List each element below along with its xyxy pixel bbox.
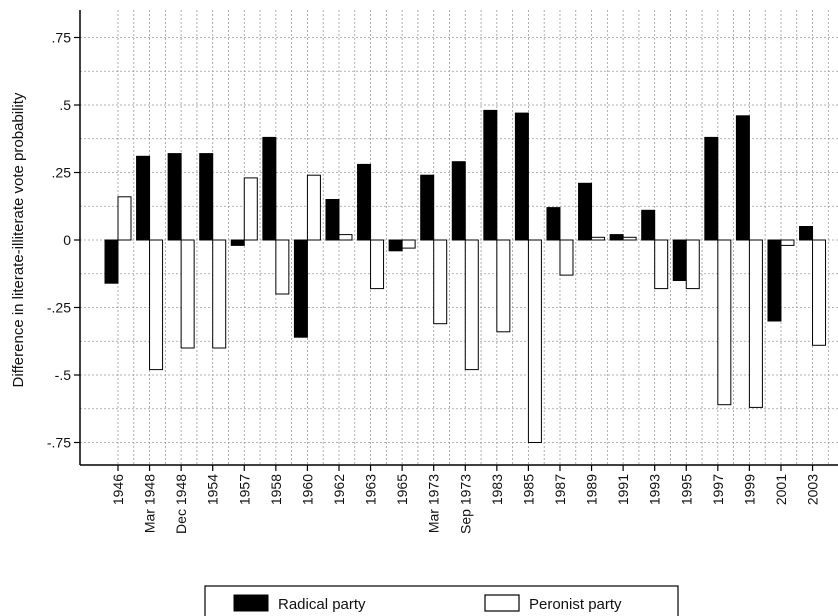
peronist-bar-1962 — [338, 234, 353, 241]
y-axis-label: Difference in literate-illiterate vote p… — [10, 92, 27, 387]
x-tick-label: Sep 1973 — [457, 474, 473, 534]
x-tick-label: 1958 — [268, 474, 284, 505]
x-tick-label: 1954 — [205, 474, 221, 505]
peronist-bar-1963 — [370, 239, 385, 290]
axes — [79, 10, 838, 466]
radical-bar-1993 — [641, 209, 656, 241]
radical-bar-1957 — [230, 239, 245, 246]
radical-bar-1958 — [262, 136, 277, 241]
y-tick-label: .75 — [52, 30, 72, 46]
radical-bar-1997 — [704, 136, 719, 241]
x-tick-label: 1957 — [236, 474, 252, 505]
radical-bar-1962 — [325, 199, 340, 241]
y-tick-label: -.5 — [55, 367, 72, 383]
legend-swatch-radical — [233, 594, 269, 612]
peronist-bar-sep-1973 — [464, 239, 479, 371]
x-tick-label: 1983 — [489, 474, 505, 505]
y-tick-label: -.25 — [47, 300, 71, 316]
x-tick-label: Mar 1948 — [142, 474, 158, 533]
peronist-bar-1960 — [306, 174, 321, 241]
x-tick-label: 1946 — [110, 474, 126, 505]
peronist-bar-mar-1973 — [433, 239, 448, 325]
legend-box — [204, 585, 679, 616]
peronist-bar-2003 — [812, 239, 827, 346]
y-tick-label: 0 — [63, 232, 71, 248]
radical-bar-2003 — [799, 226, 814, 241]
x-tick-label: 1997 — [710, 474, 726, 505]
radical-bar-dec-1948 — [167, 153, 182, 241]
x-tick-label: Dec 1948 — [173, 474, 189, 534]
peronist-bar-1957 — [243, 177, 258, 241]
radical-bar-1989 — [578, 182, 593, 241]
peronist-bar-1958 — [275, 239, 290, 295]
radical-bar-1995 — [672, 239, 687, 281]
radical-bar-1983 — [483, 109, 498, 241]
y-tick-label: .25 — [52, 165, 72, 181]
x-tick-label: 1963 — [363, 474, 379, 505]
x-tick-label: 2001 — [773, 474, 789, 505]
radical-bar-mar-1973 — [420, 174, 435, 241]
x-tick-label: 1965 — [394, 474, 410, 505]
peronist-bar-1993 — [654, 239, 669, 290]
legend-swatch-peronist — [484, 594, 520, 612]
bars — [104, 109, 827, 443]
x-tick-label: 1991 — [615, 474, 631, 505]
x-tick-label: 2003 — [805, 474, 821, 505]
peronist-bar-1965 — [401, 239, 416, 249]
x-tick-label: 1995 — [678, 474, 694, 505]
x-tick-label: 1962 — [331, 474, 347, 505]
radical-bar-1985 — [514, 112, 529, 241]
radical-bar-1965 — [388, 239, 403, 252]
legend: Radical party Peronist party — [204, 585, 679, 616]
y-tick-labels: .75 .5 .25 0 -.25 -.5 -.75 — [47, 30, 80, 451]
peronist-bar-1987 — [559, 239, 574, 276]
radical-bar-1987 — [546, 207, 561, 241]
x-tick-label: 1993 — [647, 474, 663, 505]
radical-bar-1960 — [293, 239, 308, 338]
peronist-bar-1995 — [685, 239, 700, 290]
x-tick-labels: 1946 Mar 1948 Dec 1948 1954 1957 1958 1960 1962… — [110, 465, 821, 534]
legend-label-radical: Radical party — [278, 596, 366, 613]
peronist-bar-1985 — [527, 239, 542, 443]
peronist-bar-1946 — [117, 196, 132, 241]
radical-bar-1946 — [104, 239, 119, 284]
peronist-bar-1997 — [717, 239, 732, 406]
peronist-bar-1991 — [622, 236, 637, 241]
radical-bar-2001 — [767, 239, 782, 322]
y-tick-label: -.75 — [47, 435, 71, 451]
peronist-bar-1989 — [591, 236, 606, 241]
peronist-bar-1983 — [496, 239, 511, 333]
peronist-bar-1954 — [212, 239, 227, 349]
peronist-bar-1999 — [748, 239, 763, 408]
radical-bar-1963 — [357, 163, 372, 241]
peronist-bar-mar-1948 — [149, 239, 164, 371]
x-tick-label: 1960 — [299, 474, 315, 505]
x-tick-label: Mar 1973 — [426, 474, 442, 533]
x-tick-label: 1989 — [584, 474, 600, 505]
y-tick-label: .5 — [59, 97, 71, 113]
x-tick-label: 1985 — [520, 474, 536, 505]
peronist-bar-2001 — [780, 239, 795, 246]
radical-bar-sep-1973 — [451, 161, 466, 241]
legend-label-peronist: Peronist party — [529, 596, 622, 613]
radical-bar-1991 — [609, 234, 624, 241]
x-tick-label: 1999 — [741, 474, 757, 505]
peronist-bar-dec-1948 — [180, 239, 195, 349]
radical-bar-1999 — [735, 115, 750, 241]
x-tick-label: 1987 — [552, 474, 568, 505]
radical-bar-mar-1948 — [136, 155, 151, 241]
radical-bar-1954 — [199, 153, 214, 241]
